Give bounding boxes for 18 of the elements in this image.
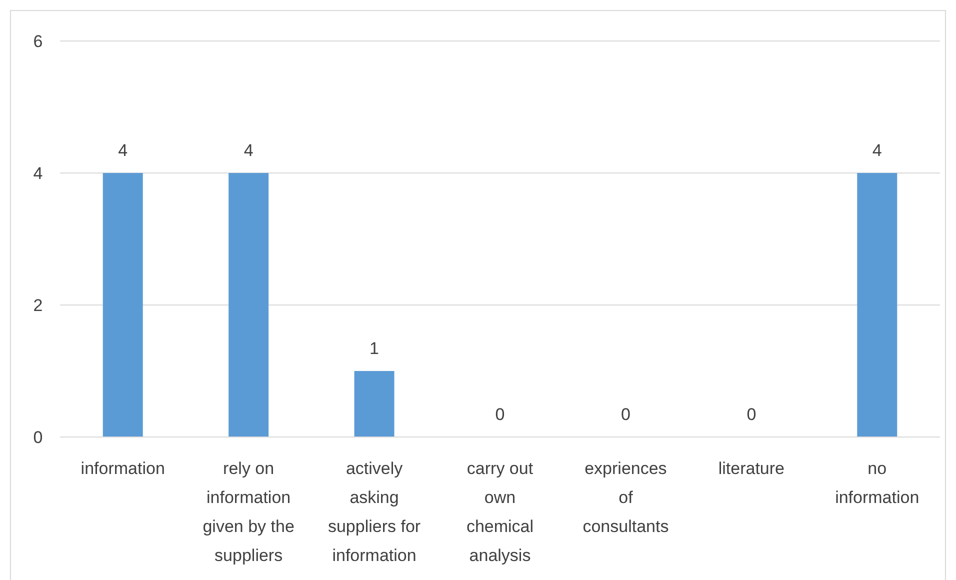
data-label: 1 — [370, 339, 380, 358]
y-tick-label: 0 — [33, 428, 43, 447]
data-label: 4 — [872, 141, 882, 160]
x-tick-label: rely on information given by the suppliers — [202, 459, 294, 565]
data-label: 0 — [620, 405, 630, 424]
x-tick-label: information — [80, 459, 165, 478]
y-tick-label: 4 — [33, 164, 43, 183]
data-label: 0 — [495, 405, 505, 424]
x-tick-label: actively asking suppliers for information — [328, 459, 421, 565]
x-tick-label: expriences of consultants — [582, 459, 669, 536]
data-label: 4 — [244, 141, 254, 160]
data-label: 4 — [118, 141, 128, 160]
x-tick-label: carry out own chemical analysis — [466, 459, 534, 565]
y-tick-label: 6 — [33, 32, 43, 51]
x-tick-label: no information — [835, 459, 920, 507]
y-tick-label: 2 — [33, 296, 43, 315]
x-tick-label: literature — [718, 459, 784, 478]
data-label: 0 — [746, 405, 756, 424]
